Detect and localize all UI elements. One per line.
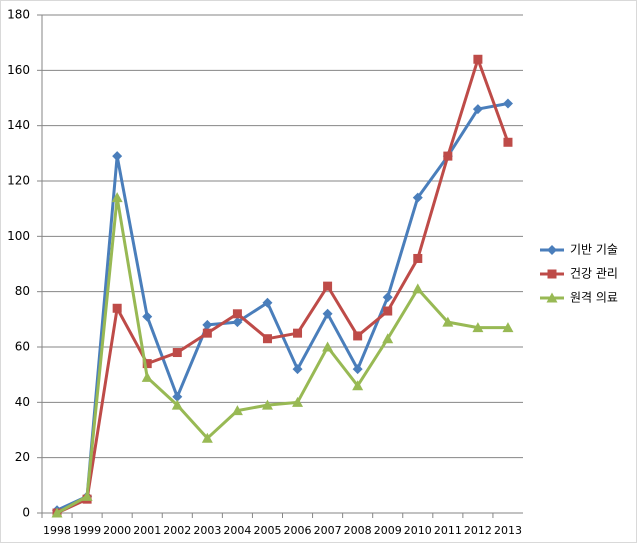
- x-tick-label: 1999: [73, 524, 101, 537]
- marker: [473, 54, 483, 64]
- y-tick-label: 160: [7, 63, 30, 77]
- marker: [547, 245, 557, 255]
- marker: [352, 364, 363, 375]
- marker: [142, 311, 153, 322]
- marker: [547, 269, 557, 279]
- marker: [413, 253, 423, 263]
- marker: [262, 297, 273, 308]
- marker: [412, 192, 423, 203]
- marker: [232, 317, 243, 328]
- y-tick-label: 100: [7, 229, 30, 243]
- y-tick-label: 180: [7, 8, 30, 22]
- x-tick-label: 2011: [434, 524, 462, 537]
- marker: [172, 391, 183, 402]
- marker: [383, 306, 393, 316]
- x-tick-label: 2000: [103, 524, 131, 537]
- x-tick-label: 2004: [223, 524, 251, 537]
- marker: [172, 348, 182, 358]
- x-tick-label: 2013: [494, 524, 522, 537]
- series-line: [56, 57, 510, 515]
- marker: [546, 292, 558, 303]
- marker: [292, 396, 304, 407]
- marker: [292, 364, 303, 375]
- marker: [472, 104, 483, 115]
- marker: [353, 331, 363, 341]
- x-tick-label: 2003: [193, 524, 221, 537]
- y-tick-label: 80: [15, 284, 30, 298]
- marker: [81, 490, 93, 501]
- marker: [261, 399, 273, 410]
- x-tick-label: 2001: [133, 524, 161, 537]
- marker: [262, 334, 272, 344]
- y-tick-label: 20: [15, 450, 30, 464]
- marker: [382, 333, 394, 344]
- x-tick-label: 2008: [344, 524, 372, 537]
- legend-label: 건강 관리: [570, 267, 618, 281]
- y-tick-label: 120: [7, 174, 30, 188]
- x-tick-label: 1998: [43, 524, 71, 537]
- marker: [142, 359, 152, 369]
- marker: [111, 192, 123, 203]
- x-tick-label: 2007: [314, 524, 342, 537]
- marker: [112, 151, 123, 162]
- marker: [502, 322, 514, 333]
- x-tick-label: 2010: [404, 524, 432, 537]
- marker: [352, 380, 364, 391]
- y-tick-label: 140: [7, 118, 30, 132]
- marker: [232, 309, 242, 319]
- x-tick-label: 2005: [253, 524, 281, 537]
- marker: [171, 399, 183, 410]
- marker: [293, 328, 303, 338]
- x-tick-label: 2012: [464, 524, 492, 537]
- marker: [141, 371, 153, 382]
- legend-label: 기반 기술: [570, 243, 618, 257]
- marker: [202, 328, 212, 338]
- marker: [201, 432, 213, 443]
- x-tick-label: 2009: [374, 524, 402, 537]
- marker: [322, 341, 334, 352]
- marker: [442, 316, 454, 327]
- marker: [502, 98, 513, 109]
- legend-label: 원격 의료: [570, 291, 618, 305]
- series-line: [56, 196, 508, 515]
- marker: [231, 405, 243, 416]
- marker: [323, 281, 333, 291]
- marker: [382, 292, 393, 303]
- marker: [202, 319, 213, 330]
- marker: [412, 283, 424, 294]
- y-tick-label: 60: [15, 340, 30, 354]
- y-tick-label: 40: [15, 395, 30, 409]
- y-tick-label: 0: [22, 506, 30, 520]
- marker: [443, 151, 453, 161]
- x-tick-label: 2006: [284, 524, 312, 537]
- marker: [503, 137, 513, 147]
- x-tick-label: 2002: [163, 524, 191, 537]
- marker: [322, 308, 333, 319]
- marker: [472, 322, 484, 333]
- marker: [51, 507, 63, 518]
- marker: [112, 303, 122, 313]
